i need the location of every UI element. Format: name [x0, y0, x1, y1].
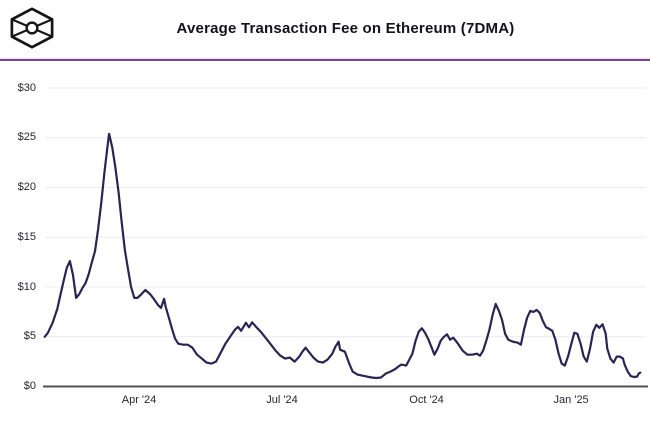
cube-center-ring [25, 21, 39, 35]
y-tick-label-$0: $0 [23, 380, 36, 392]
y-tick-label-$15: $15 [17, 230, 36, 243]
y-tick-label-$20: $20 [17, 181, 36, 193]
x-tick-label-Jan-25: Jan '25 [553, 394, 589, 406]
block-cube-logo[interactable] [9, 5, 55, 51]
x-tick-label-Apr-24: Apr '24 [121, 394, 157, 406]
y-tick-label-$30: $30 [17, 81, 36, 94]
y-tick-label-$5: $5 [23, 330, 36, 343]
y-tick-label-$25: $25 [17, 131, 36, 144]
header-divider [0, 58, 650, 61]
fee-line-series [43, 132, 642, 380]
chart-title: Average Transaction Fee on Ethereum (7DM… [176, 20, 515, 37]
y-tick-label-$10: $10 [17, 280, 36, 293]
x-tick-label-Oct-24: Oct '24 [409, 394, 444, 406]
x-tick-label-Jul-24: Jul '24 [266, 394, 298, 406]
